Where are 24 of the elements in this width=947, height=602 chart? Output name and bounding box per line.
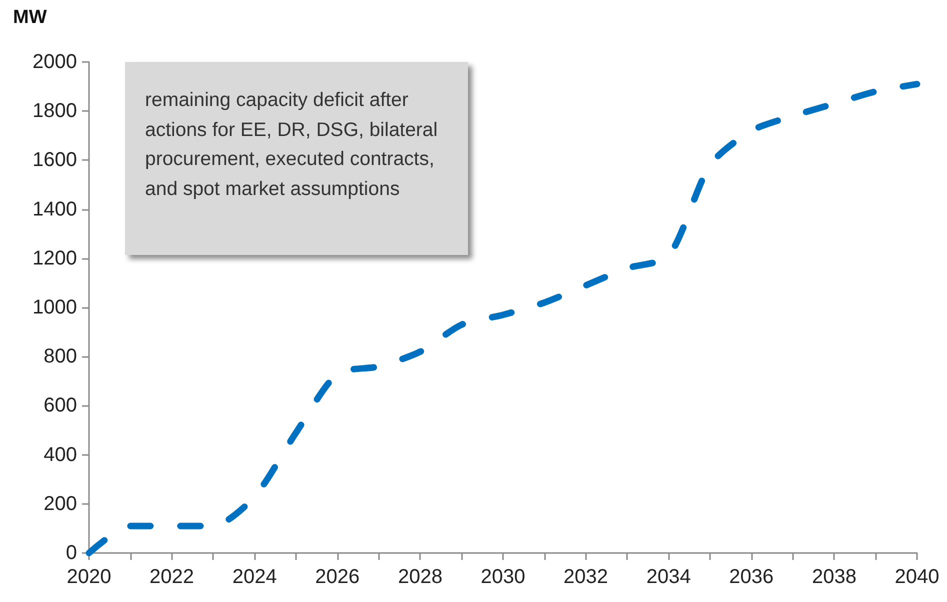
x-tick-label: 2040 <box>894 566 940 588</box>
x-tick-label: 2024 <box>232 566 277 588</box>
y-tick-label: 400 <box>44 444 77 466</box>
y-tick-label: 1800 <box>32 100 77 122</box>
y-tick-label: 1200 <box>32 247 77 270</box>
y-tick-label: 600 <box>44 394 77 417</box>
y-tick-label: 800 <box>44 346 77 368</box>
x-tick-label: 2038 <box>812 566 856 588</box>
x-tick-label: 2028 <box>398 566 442 588</box>
y-tick-label: 0 <box>66 542 77 564</box>
y-axis-title: MW <box>13 7 47 28</box>
x-tick-label: 2034 <box>646 566 691 588</box>
x-tick-label: 2020 <box>66 566 112 588</box>
x-tick-label: 2030 <box>480 566 526 588</box>
y-tick-label: 200 <box>44 492 77 515</box>
x-tick-label: 2022 <box>150 566 194 588</box>
y-tick-label: 1600 <box>32 149 77 172</box>
x-tick-label: 2032 <box>564 566 608 588</box>
y-tick-label: 2000 <box>32 51 77 73</box>
x-tick-label: 2026 <box>315 566 360 588</box>
x-tick-label: 2036 <box>729 566 774 588</box>
y-tick-label: 1000 <box>32 296 77 318</box>
y-tick-label: 1400 <box>32 198 77 220</box>
annotation: remaining capacity deficit after actions for EE, DR, DSG, bilateral procurement, executed contracts, and spot market assumptions <box>145 88 439 202</box>
